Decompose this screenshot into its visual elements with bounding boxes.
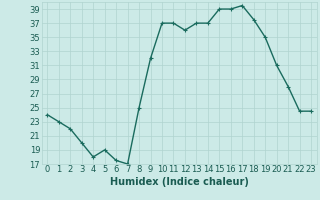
X-axis label: Humidex (Indice chaleur): Humidex (Indice chaleur): [110, 177, 249, 187]
